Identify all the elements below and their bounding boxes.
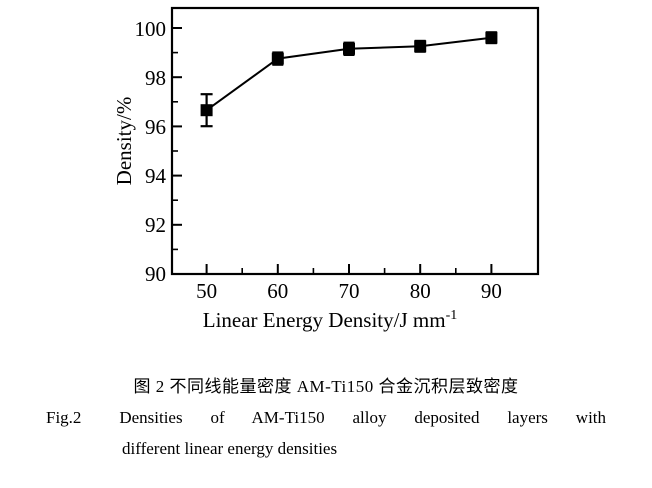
y-tick-label: 100 [135, 17, 167, 41]
caption-english-line-1: Fig.2 Densities of AM-Ti150 alloy deposi… [0, 402, 652, 433]
y-axis-minor-ticks [172, 51, 178, 251]
x-axis-minor-ticks [241, 268, 457, 274]
x-tick-label: 50 [196, 279, 217, 303]
x-axis-title-text: Linear Energy Density/J mm [203, 308, 446, 332]
plot-frame [170, 6, 540, 276]
x-tick-label: 60 [267, 279, 288, 303]
figure-chart-area: 90 92 94 96 98 100 50 60 70 80 90 Densit… [112, 6, 540, 332]
data-marker [200, 104, 213, 117]
y-tick-label: 90 [145, 262, 166, 286]
caption-english-line-2: different linear energy densities [0, 433, 652, 464]
density-vs-linear-energy-density-chart: 90 92 94 96 98 100 50 60 70 80 90 Densit… [112, 6, 540, 332]
caption-english-label: Fig.2 [46, 408, 82, 427]
y-tick-label: 94 [145, 164, 167, 188]
data-markers [200, 31, 498, 117]
x-axis-major-ticks [205, 264, 493, 274]
x-axis-tick-labels: 50 60 70 80 90 [196, 279, 502, 303]
x-tick-label: 70 [339, 279, 360, 303]
data-marker [271, 52, 284, 65]
x-axis-title-exponent: -1 [446, 308, 458, 323]
x-tick-label: 90 [481, 279, 502, 303]
y-axis-title: Density/% [112, 97, 136, 186]
y-tick-label: 98 [145, 66, 166, 90]
x-tick-label: 80 [410, 279, 431, 303]
figure-caption: 图 2 不同线能量密度 AM-Ti150 合金沉积层致密度 Fig.2 Dens… [0, 372, 652, 464]
data-marker [343, 42, 355, 55]
y-tick-label: 92 [145, 213, 166, 237]
y-axis-major-ticks [172, 27, 182, 275]
data-marker [414, 40, 427, 53]
x-axis-title: Linear Energy Density/J mm-1 [203, 308, 457, 332]
caption-english-text-2: different linear energy densities [122, 439, 338, 458]
y-axis-tick-labels: 90 92 94 96 98 100 [135, 17, 167, 286]
caption-chinese: 图 2 不同线能量密度 AM-Ti150 合金沉积层致密度 [133, 377, 519, 396]
data-marker [485, 31, 498, 44]
caption-english-text-1: Densities of AM-Ti150 alloy deposited la… [119, 408, 607, 427]
y-tick-label: 96 [145, 115, 166, 139]
